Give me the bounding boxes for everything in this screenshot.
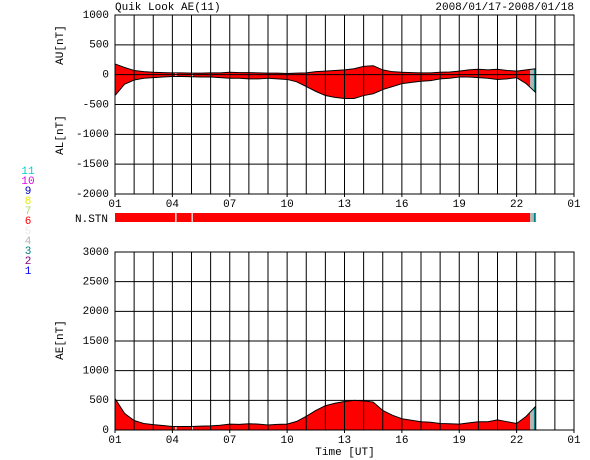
x-tick-label: 13 <box>338 435 351 447</box>
x-tick-label: 22 <box>510 435 523 447</box>
x-tick-label: 01 <box>567 435 581 447</box>
y-tick-label: 0 <box>102 425 109 437</box>
x-tick-label: 19 <box>453 199 466 211</box>
y-tick-label: 2500 <box>83 277 109 289</box>
y-tick-label: 1000 <box>83 10 109 22</box>
x-tick-label: 07 <box>223 435 236 447</box>
y-tick-label: -500 <box>83 99 109 111</box>
x-tick-label: 04 <box>166 435 180 447</box>
y-axis-label: AL[nT] <box>55 115 67 155</box>
area-fill <box>115 398 176 430</box>
y-tick-label: 500 <box>89 40 109 52</box>
y-tick-label: -1000 <box>76 129 109 141</box>
x-tick-label: 01 <box>567 199 581 211</box>
x-tick-label: 01 <box>108 435 122 447</box>
station-segment <box>192 213 531 222</box>
chart-title: Quik Look AE(11) <box>115 2 221 14</box>
x-tick-label: 16 <box>395 435 408 447</box>
station-legend-entry: 5 <box>25 226 32 238</box>
station-legend-entry: 3 <box>25 246 32 258</box>
plot-frame <box>114 251 575 431</box>
area-fill <box>192 400 531 430</box>
station-legend-entry: 7 <box>25 206 32 218</box>
x-tick-label: 10 <box>281 435 294 447</box>
area-fill <box>176 426 192 430</box>
station-legend-entry: 11 <box>21 166 35 178</box>
station-segment <box>115 213 176 222</box>
station-legend-entry: 8 <box>25 196 32 208</box>
station-legend-entry: 10 <box>21 176 34 188</box>
station-segment <box>191 213 193 222</box>
x-tick-label: 19 <box>453 435 466 447</box>
area-fill <box>530 74 534 91</box>
y-tick-label: -1500 <box>76 159 109 171</box>
x-tick-label: 16 <box>395 199 408 211</box>
station-segment <box>175 213 177 222</box>
area-fill <box>530 68 534 75</box>
area-fill <box>115 63 176 75</box>
station-segment <box>533 213 536 222</box>
x-tick-label: 04 <box>166 199 180 211</box>
station-legend-entry: 2 <box>25 256 32 268</box>
y-tick-label: 2000 <box>83 306 109 318</box>
plot-frame <box>114 14 575 195</box>
station-legend-entry: 4 <box>25 236 32 248</box>
area-fill <box>115 74 176 96</box>
station-legend-entry: 9 <box>25 186 32 198</box>
station-legend-entry: 6 <box>25 216 32 228</box>
x-axis-label: Time [UT] <box>315 447 374 459</box>
station-segment <box>176 213 192 222</box>
station-count-label: N.STN <box>75 214 108 226</box>
area-fill <box>530 408 534 430</box>
x-tick-label: 07 <box>223 199 236 211</box>
y-axis-label: AE[nT] <box>55 320 67 360</box>
area-fill <box>175 426 177 430</box>
y-axis-label: AU[nT] <box>55 25 67 65</box>
station-legend-entry: 1 <box>25 266 32 278</box>
y-tick-label: 0 <box>102 70 109 82</box>
y-tick-label: 3000 <box>83 247 109 259</box>
y-tick-label: 1000 <box>83 366 109 378</box>
y-tick-label: 500 <box>89 395 109 407</box>
y-tick-label: -2000 <box>76 189 109 201</box>
x-tick-label: 01 <box>108 199 122 211</box>
x-tick-label: 13 <box>338 199 351 211</box>
station-segment <box>530 213 534 222</box>
x-tick-label: 22 <box>510 199 523 211</box>
x-tick-label: 10 <box>281 199 294 211</box>
date-range: 2008/01/17-2008/01/18 <box>435 2 574 14</box>
y-tick-label: 1500 <box>83 336 109 348</box>
area-fill <box>192 74 531 99</box>
